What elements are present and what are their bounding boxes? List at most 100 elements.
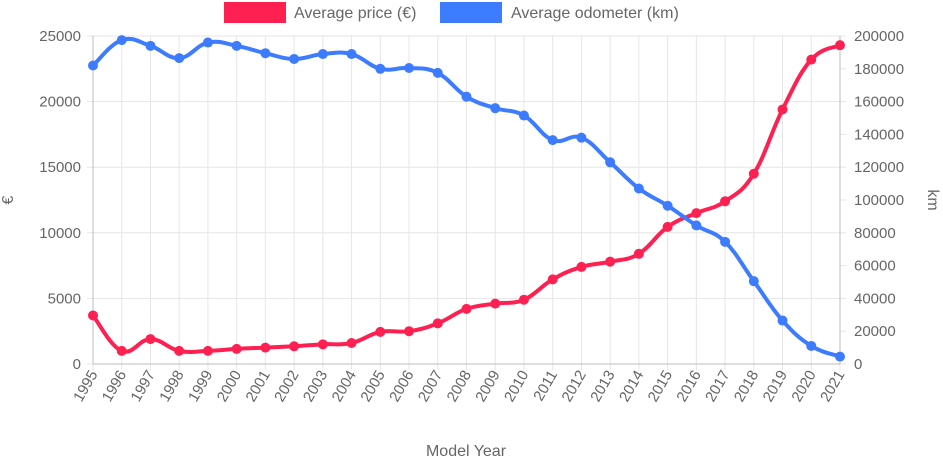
data-point-odometer[interactable]: [346, 49, 357, 60]
data-point-price[interactable]: [576, 261, 587, 272]
y-tick-label-right: 100000: [854, 192, 904, 209]
data-point-odometer[interactable]: [835, 351, 845, 362]
data-point-price[interactable]: [289, 341, 300, 352]
data-point-price[interactable]: [691, 208, 702, 219]
x-tick-label: 1997: [128, 368, 159, 405]
y-tick-label-left: 5000: [48, 290, 81, 307]
data-point-price[interactable]: [662, 221, 673, 232]
data-point-odometer[interactable]: [231, 40, 242, 51]
data-point-odometer[interactable]: [174, 53, 185, 64]
data-point-price[interactable]: [404, 326, 415, 337]
data-point-price[interactable]: [748, 168, 759, 179]
data-point-price[interactable]: [317, 339, 328, 350]
data-point-price[interactable]: [720, 196, 731, 207]
series-points: [88, 35, 845, 362]
legend-item-price[interactable]: Average price (€): [224, 2, 416, 23]
data-point-price[interactable]: [777, 104, 788, 115]
x-tick-label: 2014: [616, 368, 647, 405]
data-point-odometer[interactable]: [662, 200, 673, 211]
y-tick-label-left: 15000: [39, 159, 81, 176]
x-tick-label: 2010: [501, 368, 532, 405]
data-point-price[interactable]: [547, 274, 558, 285]
data-point-price[interactable]: [518, 294, 529, 305]
data-point-odometer[interactable]: [490, 103, 501, 114]
data-point-odometer[interactable]: [260, 48, 271, 59]
data-point-odometer[interactable]: [145, 40, 156, 51]
x-tick-label: 2012: [558, 368, 589, 405]
x-tick-label: 2006: [386, 368, 417, 405]
y-axis-right-title: km: [924, 189, 941, 210]
x-tick-label: 2007: [415, 368, 446, 405]
data-point-price[interactable]: [231, 343, 242, 354]
data-point-price[interactable]: [490, 298, 501, 309]
x-tick-label: 2016: [673, 368, 704, 405]
legend-label-odometer: Average odometer (km): [511, 5, 679, 22]
data-point-odometer[interactable]: [748, 276, 759, 287]
x-tick-label: 2011: [530, 368, 561, 404]
data-point-price[interactable]: [605, 256, 616, 267]
data-point-price[interactable]: [633, 248, 644, 259]
data-point-price[interactable]: [461, 303, 472, 314]
data-point-price[interactable]: [174, 345, 185, 356]
data-point-price[interactable]: [346, 338, 357, 349]
x-tick-label: 2015: [645, 368, 676, 405]
data-point-odometer[interactable]: [806, 340, 817, 351]
data-point-odometer[interactable]: [404, 62, 415, 73]
legend-item-odometer[interactable]: Average odometer (km): [440, 2, 679, 23]
data-point-price[interactable]: [116, 345, 127, 356]
legend-swatch-odometer: [440, 2, 502, 23]
data-point-odometer[interactable]: [777, 315, 788, 326]
legend[interactable]: Average price (€) Average odometer (km): [224, 2, 679, 23]
data-point-odometer[interactable]: [518, 110, 529, 121]
x-tick-label: 2013: [587, 368, 618, 405]
x-tick-label: 2019: [760, 368, 791, 405]
x-tick-label: 2004: [329, 368, 360, 405]
data-point-odometer[interactable]: [375, 63, 386, 74]
data-point-price[interactable]: [375, 326, 386, 337]
data-point-price[interactable]: [260, 342, 271, 353]
data-point-odometer[interactable]: [317, 49, 328, 60]
x-tick-label: 2002: [271, 368, 302, 405]
data-point-odometer[interactable]: [461, 91, 472, 102]
y-tick-label-right: 140000: [854, 126, 904, 143]
data-point-price[interactable]: [835, 40, 845, 51]
y-tick-label-right: 60000: [854, 258, 896, 275]
x-tick-label: 2001: [242, 368, 273, 405]
data-point-price[interactable]: [202, 345, 213, 356]
x-axis-title: Model Year: [426, 443, 507, 457]
data-point-odometer[interactable]: [202, 37, 213, 48]
data-point-odometer[interactable]: [289, 53, 300, 64]
x-tick-label: 2020: [788, 368, 819, 405]
data-point-odometer[interactable]: [605, 157, 616, 168]
y-tick-label-left: 10000: [39, 225, 81, 242]
data-point-odometer[interactable]: [432, 67, 443, 78]
data-point-odometer[interactable]: [547, 135, 558, 146]
data-point-price[interactable]: [88, 310, 98, 321]
data-point-odometer[interactable]: [691, 220, 702, 231]
y-tick-label-right: 160000: [854, 94, 904, 111]
x-tick-label: 2000: [214, 368, 245, 405]
x-tick-label: 2018: [731, 368, 762, 405]
data-point-price[interactable]: [806, 54, 817, 65]
x-tick-label: 2003: [300, 368, 331, 405]
data-point-price[interactable]: [145, 334, 156, 345]
x-tick-label: 1999: [185, 368, 216, 405]
y-tick-label-right: 40000: [854, 290, 896, 307]
x-tick-label: 2021: [817, 368, 848, 405]
data-point-price[interactable]: [432, 318, 443, 329]
x-tick-label: 1995: [70, 368, 101, 405]
data-point-odometer[interactable]: [116, 35, 127, 46]
data-point-odometer[interactable]: [88, 60, 98, 71]
x-tick-label: 2009: [472, 368, 503, 405]
y-tick-label-right: 80000: [854, 225, 896, 242]
x-tick-label: 2008: [444, 368, 475, 405]
y-tick-label-right: 200000: [854, 28, 904, 45]
x-tick-label: 1996: [99, 368, 130, 405]
data-point-odometer[interactable]: [633, 183, 644, 194]
x-tick-label: 1998: [156, 368, 187, 405]
y-tick-label-right: 0: [854, 356, 862, 373]
data-point-odometer[interactable]: [576, 132, 587, 143]
data-point-odometer[interactable]: [720, 236, 731, 247]
